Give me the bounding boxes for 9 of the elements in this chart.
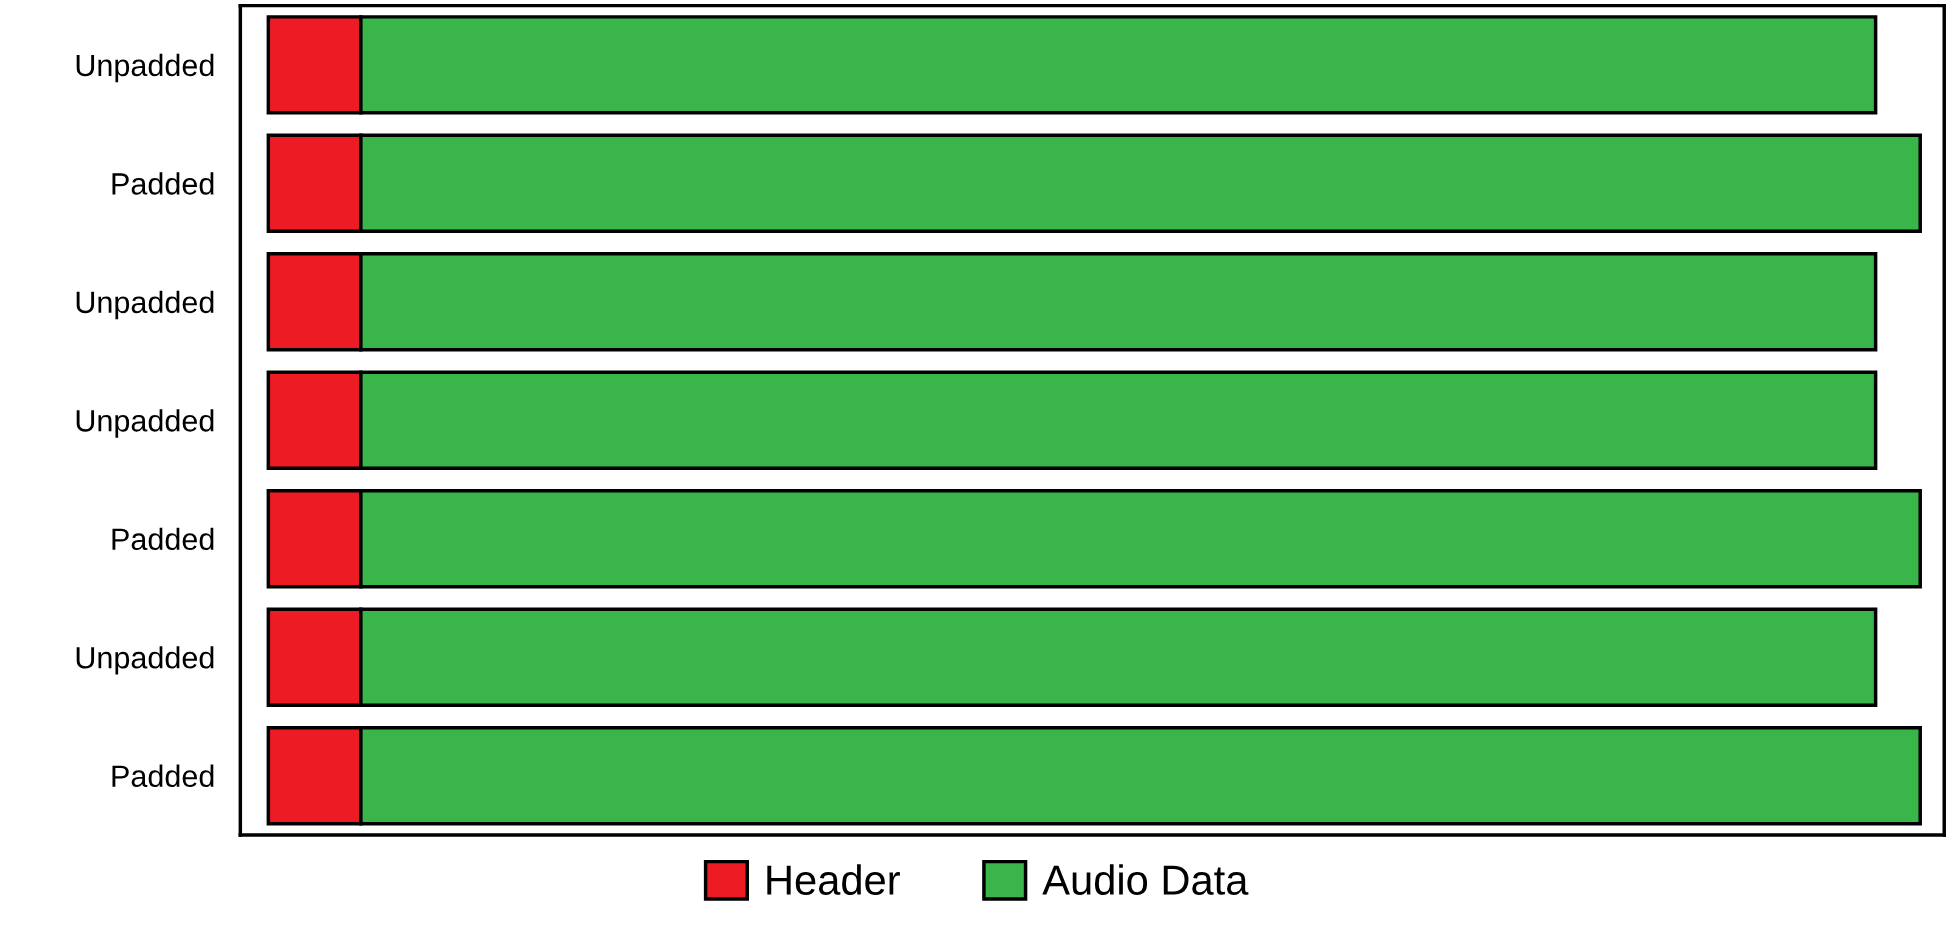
legend-label: Audio Data (1042, 864, 1249, 895)
y-tick-label: Unpadded (76, 409, 214, 438)
legend-label: Header (767, 864, 900, 895)
y-tick-label: Unpadded (76, 53, 214, 83)
y-tick-label: Unpadded (76, 290, 214, 320)
y-tick-label: Padded (112, 764, 214, 788)
y-tick-label: Padded (112, 172, 214, 195)
y-tick-label: Unpadded (76, 646, 214, 675)
y-tick-label: Padded (112, 527, 214, 551)
